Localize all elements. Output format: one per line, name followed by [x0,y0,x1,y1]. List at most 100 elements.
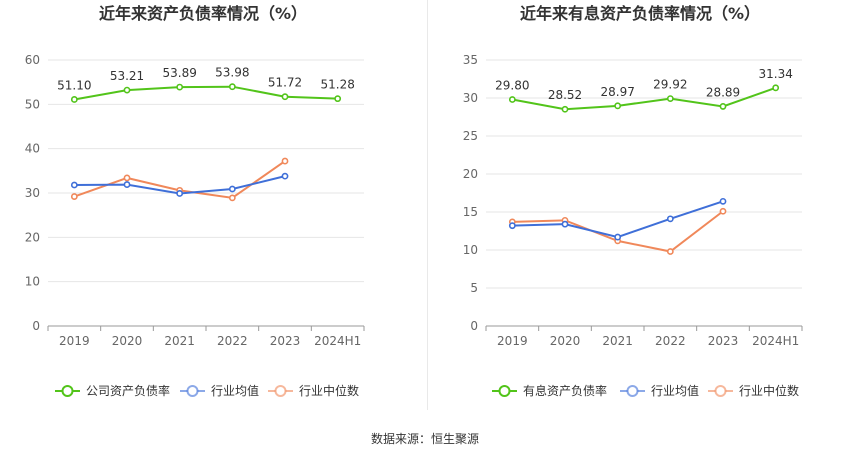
data-label: 28.89 [706,85,740,99]
data-point[interactable] [561,105,569,113]
legend-swatch-marker [61,385,74,397]
y-tick-label: 0 [32,319,40,333]
data-point[interactable] [508,96,516,103]
y-tick-label: 0 [470,319,478,333]
legend-label: 行业均值 [651,383,699,398]
data-label: 53.21 [110,69,144,83]
data-label: 51.10 [57,78,91,92]
data-point[interactable] [281,93,289,101]
y-tick-label: 35 [463,53,478,67]
legend-label: 行业中位数 [299,383,359,398]
data-point[interactable] [666,215,674,223]
series-line [74,85,338,101]
y-tick-label: 40 [25,142,40,156]
y-tick-label: 60 [25,53,40,67]
legend-label: 行业中位数 [739,383,799,398]
data-point[interactable] [334,95,342,103]
x-tick-label: 2024H1 [752,334,799,348]
chart-title: 近年来资产负债率情况（%） [99,4,307,23]
series-0: 51.10 53.21 53.89 53.98 51.72 51.28 [57,66,355,103]
legend-item[interactable]: 行业中位数 [708,383,799,398]
y-tick-label: 20 [25,230,40,244]
x-tick-label: 2020 [112,334,143,348]
legend-item[interactable]: 行业中位数 [268,383,359,398]
legend-swatch-marker [498,385,511,397]
data-point[interactable] [228,83,236,91]
data-source-note: 数据来源：恒生聚源 [370,432,479,446]
legend-label: 有息资产负债率 [523,383,607,398]
data-label: 53.89 [162,66,196,80]
data-point[interactable] [123,181,131,188]
data-point[interactable] [666,248,674,255]
data-label: 51.72 [268,76,302,90]
x-tick-label: 2021 [164,334,195,348]
legend-swatch-marker [274,385,287,397]
data-point[interactable] [176,190,184,197]
chart-interest-bearing-debt-ratio: 近年来有息资产负债率情况（%） 0 5 10 15 20 25 30 35 2019 2020 202… [463,4,803,398]
y-tick-label: 5 [470,281,478,295]
data-point[interactable] [772,84,780,92]
series-line [512,200,724,239]
y-tick-label: 10 [25,275,40,289]
data-point[interactable] [176,83,184,91]
data-label: 28.52 [548,88,582,102]
data-label: 28.97 [600,85,634,99]
series-1 [508,197,727,241]
panel-divider [427,0,428,410]
series-line [512,86,777,111]
chart-title: 近年来有息资产负债率情况（%） [520,4,760,23]
data-label: 51.28 [320,78,354,92]
data-point[interactable] [228,194,236,202]
x-tick-label: 2022 [655,334,686,348]
x-tick-label: 2019 [497,334,528,348]
x-tick-label: 2024H1 [314,334,361,348]
data-point[interactable] [666,95,674,103]
x-tick-label: 2022 [217,334,248,348]
legend-item[interactable]: 行业均值 [180,383,259,398]
data-label: 53.98 [215,66,249,80]
legend-label: 行业均值 [211,383,259,398]
data-point[interactable] [719,207,727,215]
data-point[interactable] [719,103,727,110]
series-line [512,210,724,253]
legend-swatch-marker [626,385,639,397]
legend-swatch-marker [186,385,199,397]
data-label: 31.34 [758,67,792,81]
legend-label: 公司资产负债率 [86,383,170,398]
y-tick-label: 30 [463,91,478,105]
data-point[interactable] [70,96,78,103]
chart-debt-ratio: 近年来资产负债率情况（%） 0 10 20 30 40 50 60 2019 2020 2021 20… [25,4,365,398]
data-point[interactable] [123,174,131,182]
data-point[interactable] [228,185,236,193]
legend-item[interactable]: 公司资产负债率 [55,383,170,398]
series-2 [508,207,727,255]
x-tick-label: 2023 [270,334,301,348]
data-point[interactable] [508,222,516,230]
data-point[interactable] [70,193,78,200]
series-0: 29.80 28.52 28.97 29.92 28.89 31.34 [495,67,793,113]
data-point[interactable] [70,181,78,189]
y-tick-label: 10 [463,243,478,257]
y-tick-label: 20 [463,167,478,181]
data-point[interactable] [719,197,727,205]
legend-swatch-marker [714,385,727,397]
data-point[interactable] [281,172,289,180]
data-point[interactable] [614,102,622,110]
x-tick-label: 2023 [708,334,739,348]
series-1 [70,172,289,197]
data-point[interactable] [614,233,622,241]
data-point[interactable] [123,86,131,94]
legend-item[interactable]: 行业均值 [620,383,699,398]
data-label: 29.92 [653,78,687,92]
y-tick-label: 25 [463,129,478,143]
data-point[interactable] [281,157,289,165]
y-tick-label: 50 [25,97,40,111]
y-tick-label: 15 [463,205,478,219]
data-label: 29.80 [495,79,529,93]
y-tick-label: 30 [25,186,40,200]
x-tick-label: 2020 [550,334,581,348]
data-point[interactable] [561,220,569,228]
x-tick-label: 2021 [602,334,633,348]
legend-item[interactable]: 有息资产负债率 [492,383,607,398]
